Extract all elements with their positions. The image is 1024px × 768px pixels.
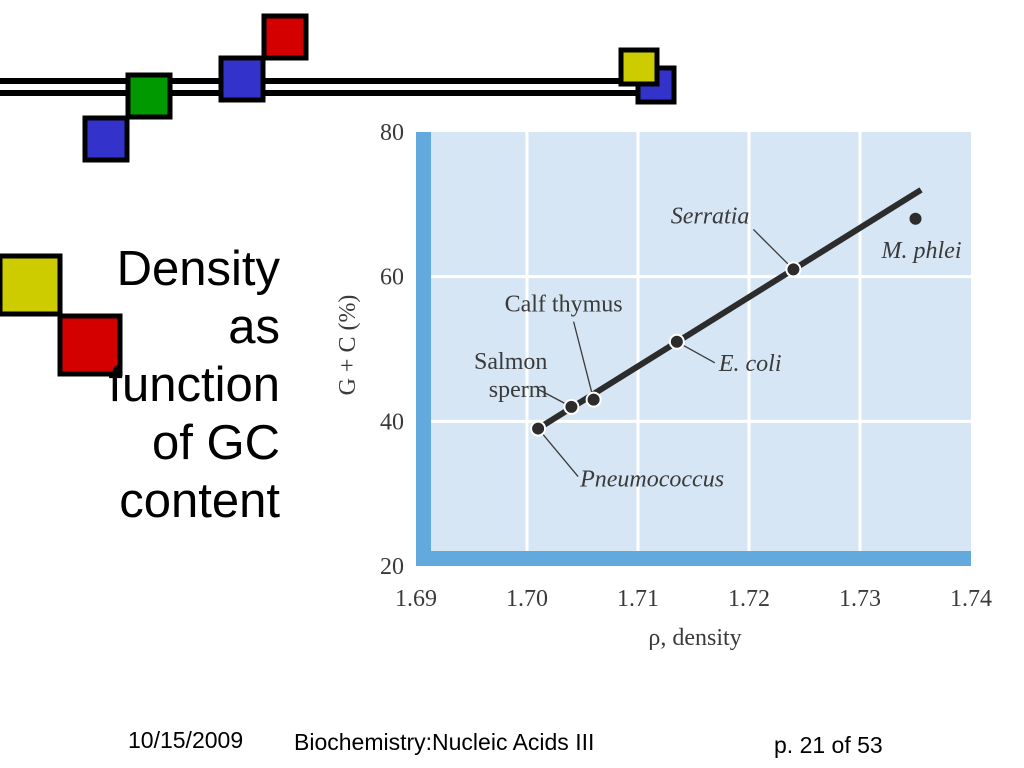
point-label: E. coli [718,351,782,377]
y-axis-label: G + C (%) [335,295,361,396]
data-point [563,398,580,415]
x-axis-label: ρ, density [648,625,741,651]
deco-line-inner [0,84,668,90]
deco-square-blue-low [82,115,130,163]
y-tick-label: 20 [380,554,404,580]
point-label: Serratia [671,203,750,229]
tick-labels: 1.69 1.70 1.71 1.72 1.73 1.74 20 40 60 80 [380,120,992,612]
x-axis-bar [416,551,971,566]
y-tick-label: 60 [380,265,404,291]
footer-date: 10/15/2009 [128,727,244,753]
grid-lines [416,132,971,566]
x-tick-label: 1.70 [506,586,548,612]
y-axis-bar [416,132,431,566]
deco-square-blue-mid [218,55,266,103]
deco-square-yellow-right [618,47,660,87]
title-line: Density [116,242,280,296]
callout-line [752,228,794,270]
plot-area [416,132,971,566]
fit-line-group [536,187,923,432]
data-points [530,212,922,437]
data-point [530,420,547,437]
callout-line [537,428,579,477]
plot-background [416,132,971,566]
footer-course: Biochemistry:Nucleic Acids III [294,729,595,755]
data-point [585,391,602,408]
deco-square-yellow-left [0,253,63,317]
fit-line [536,187,923,432]
title-line: function [108,358,280,412]
x-tick-label: 1.72 [728,586,770,612]
footer-page: p. 21 of 53 [774,732,883,758]
data-point [668,333,685,350]
x-tick-label: 1.74 [950,586,992,612]
deco-square-red-left [57,313,123,377]
point-label: Calf thymus [505,292,623,318]
title-line: content [119,474,280,528]
point-label: M. phlei [881,238,962,264]
y-tick-label: 40 [380,409,404,435]
point-label: Pneumococcus [579,467,724,493]
y-tick-label: 80 [380,120,404,146]
deco-square-green [125,72,173,120]
callout-line [572,321,595,400]
x-tick-label: 1.69 [395,586,437,612]
axis-bars [416,132,971,566]
x-tick-label: 1.71 [617,586,659,612]
data-point [785,261,802,278]
slide-title: Density as function of GC content [108,240,280,530]
decorative-squares [0,13,677,377]
title-line: of GC [152,416,280,470]
deco-square-red-top [261,13,309,61]
title-line: as [228,300,280,354]
point-labels: Pneumococcus Salmon sperm Calf thymus E. col… [474,203,961,492]
gc-density-chart: 1.69 1.70 1.71 1.72 1.73 1.74 20 40 60 80 Pneumoc… [335,120,992,651]
data-point [909,212,922,225]
point-label: Salmon sperm [474,349,548,403]
x-tick-label: 1.73 [839,586,881,612]
